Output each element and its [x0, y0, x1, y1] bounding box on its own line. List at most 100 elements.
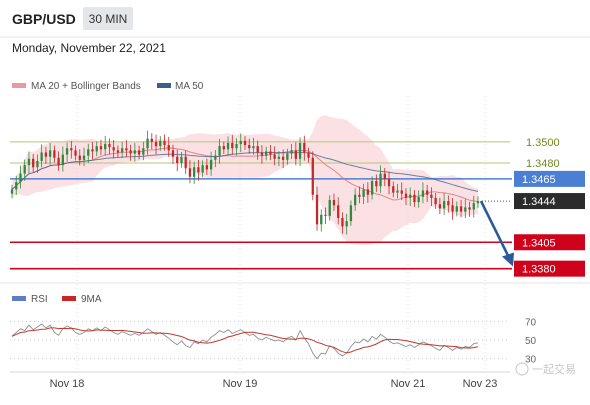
rsi-level-label: 70	[525, 317, 537, 328]
candle	[197, 167, 200, 173]
candle	[451, 205, 454, 212]
candle	[400, 190, 403, 194]
candle	[184, 156, 187, 169]
candle	[61, 154, 64, 166]
candle	[455, 206, 458, 212]
candle	[19, 173, 22, 183]
candle	[104, 144, 107, 150]
candle	[70, 148, 73, 151]
candle	[87, 149, 90, 156]
resistance-label: 1.3500	[526, 137, 560, 149]
candle	[328, 200, 331, 216]
candle	[353, 194, 357, 206]
candle	[290, 150, 293, 154]
last-price-label: 1.3444	[522, 196, 556, 208]
current-price-label: 1.3465	[522, 174, 556, 186]
x-tick-label: Nov 19	[223, 378, 258, 390]
candle	[167, 145, 170, 151]
candle	[375, 180, 378, 187]
candle	[235, 144, 238, 149]
candle	[256, 146, 259, 153]
candle	[116, 150, 120, 153]
candles	[10, 130, 480, 235]
candle	[311, 157, 314, 195]
candle	[150, 138, 153, 142]
candle	[277, 156, 281, 159]
pair-title: GBP/USD	[12, 11, 76, 27]
candle	[459, 206, 463, 212]
x-tick-label: Nov 21	[391, 378, 426, 390]
rsi-ma-line	[11, 327, 479, 354]
candle	[44, 152, 48, 157]
candle	[349, 205, 353, 222]
candle	[379, 173, 382, 187]
candle	[243, 140, 247, 146]
watermark: 一起交易	[515, 362, 576, 376]
rsi-level-label: 30	[525, 355, 537, 366]
candle	[27, 158, 31, 166]
candle	[307, 152, 310, 158]
header: GBP/USD 30 MIN Monday, November 22, 2021	[0, 7, 590, 55]
candle	[10, 189, 14, 194]
candle	[421, 190, 425, 197]
candle	[404, 193, 408, 198]
candle	[345, 221, 348, 227]
candle	[438, 204, 442, 209]
current-price-tag	[514, 170, 585, 187]
legend-label-ma20: MA 20 + Bollinger Bands	[31, 81, 141, 92]
candle	[176, 156, 179, 164]
forecast-arrow-head	[502, 252, 514, 267]
candle	[260, 152, 264, 156]
rsi-level-label: 50	[525, 336, 537, 347]
candle	[248, 145, 251, 149]
candle	[142, 148, 145, 155]
candle	[387, 178, 391, 187]
candle	[341, 217, 344, 227]
candle	[171, 150, 175, 157]
candle	[468, 207, 471, 210]
candle	[53, 150, 56, 158]
last-price-tag	[514, 193, 585, 210]
x-tick-label: Nov 18	[50, 378, 85, 390]
candle	[332, 200, 336, 206]
candle	[99, 146, 103, 150]
candle	[205, 165, 209, 170]
candle	[417, 196, 420, 203]
candle	[231, 142, 234, 149]
support-tag	[514, 260, 585, 277]
bollinger-bands	[12, 115, 478, 246]
support-label: 1.3405	[522, 237, 556, 249]
forecast-arrow	[479, 200, 514, 267]
candle	[281, 156, 285, 160]
candle	[137, 150, 141, 155]
candle	[286, 153, 289, 160]
price-levels: 1.3500 1.3480 1.3465 1.3444 1.3405 1.3380	[10, 137, 585, 277]
x-tick-label: Nov 23	[463, 378, 498, 390]
candle	[15, 182, 18, 190]
candle	[91, 149, 94, 152]
rsi-levels: 70 50 30	[10, 317, 537, 366]
candle	[65, 148, 69, 155]
watermark-logo-icon	[515, 362, 529, 376]
candle	[464, 207, 467, 212]
candle	[129, 150, 132, 154]
legend-label-ma50: MA 50	[175, 81, 204, 92]
candle	[447, 201, 450, 206]
candle	[315, 194, 319, 225]
candle	[188, 168, 192, 177]
watermark-text: 一起交易	[532, 362, 576, 376]
candle	[320, 214, 323, 225]
candle	[125, 148, 128, 151]
candle	[392, 186, 395, 193]
candle	[163, 140, 166, 146]
candle	[273, 154, 276, 159]
candle	[214, 155, 217, 160]
candle	[409, 194, 412, 198]
candle	[36, 160, 39, 168]
candle	[180, 156, 183, 164]
candle	[239, 140, 242, 145]
candle	[48, 150, 52, 157]
candle	[362, 189, 365, 197]
